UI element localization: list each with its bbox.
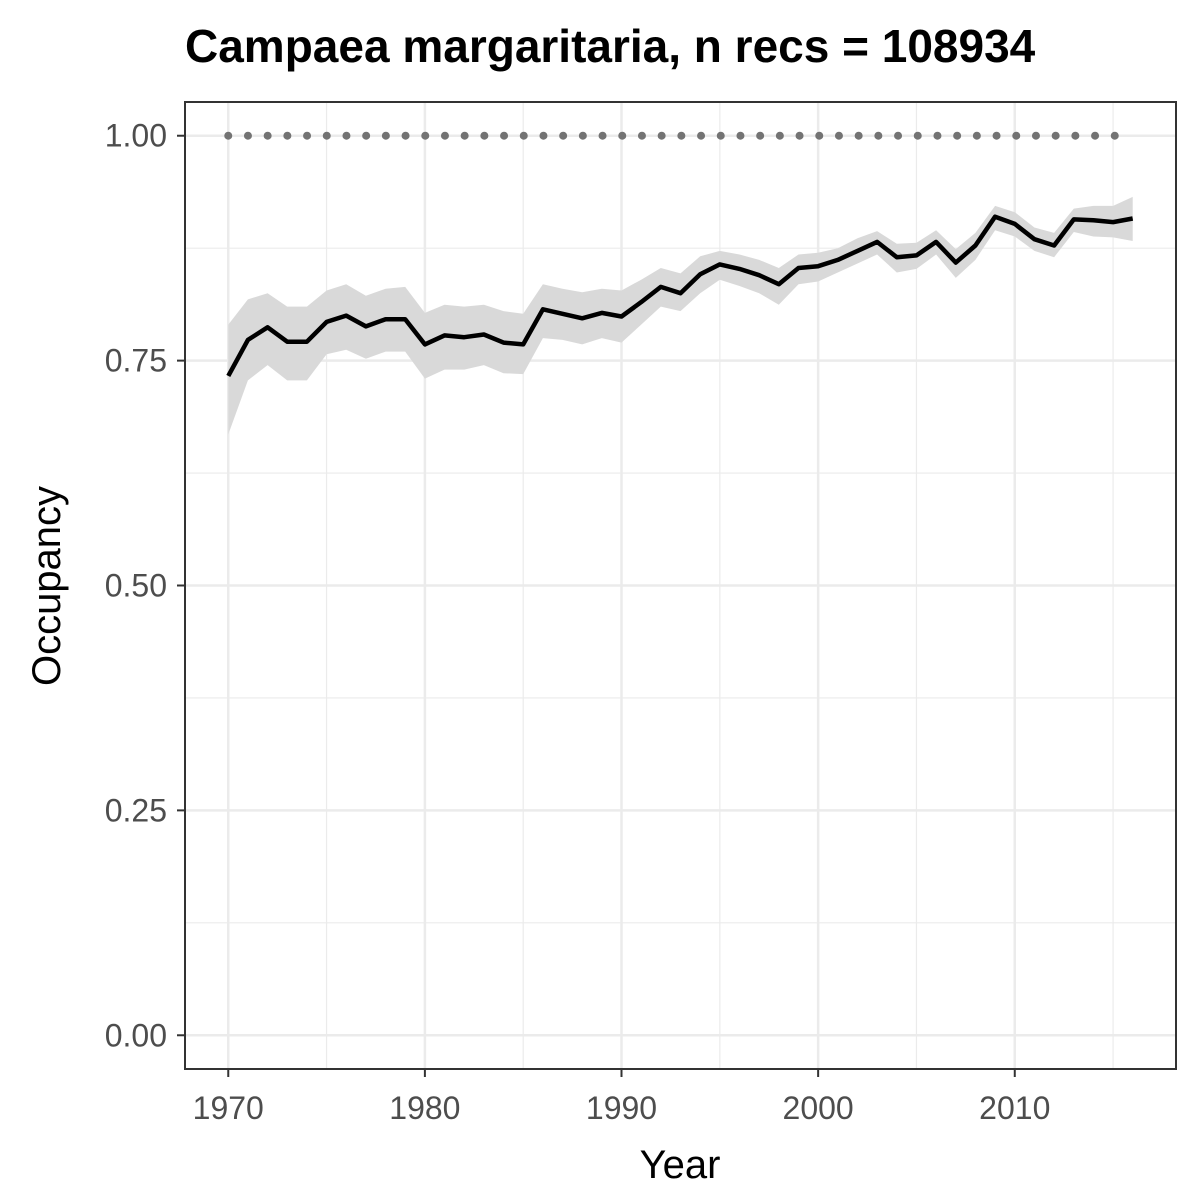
axis-ticks: 0.00 0.25 0.50 0.75 1.00 1970 1980 1990 2000 2010 [105,118,1051,1126]
grid-lines [185,102,1176,1069]
occupancy-line [226,214,1134,377]
y-tick-label: 0.25 [105,792,167,828]
y-tick-label: 1.00 [105,118,167,154]
y-tick-label: 0.00 [105,1017,167,1053]
confidence-ribbon-layer [228,196,1133,435]
x-tick-label: 1970 [193,1090,264,1126]
x-tick-label: 2010 [979,1090,1050,1126]
y-axis-title: Occupancy [25,486,69,686]
y-tick-label: 0.75 [105,343,167,379]
confidence-ribbon [228,196,1133,435]
chart-title: Campaea margaritaria, n recs = 108934 [185,20,1036,72]
y-tick-label: 0.50 [105,568,167,604]
x-tick-label: 2000 [783,1090,854,1126]
x-axis-title: Year [640,1143,721,1187]
x-tick-label: 1980 [389,1090,460,1126]
x-tick-label: 1990 [586,1090,657,1126]
occupancy-line-layer [226,214,1134,377]
